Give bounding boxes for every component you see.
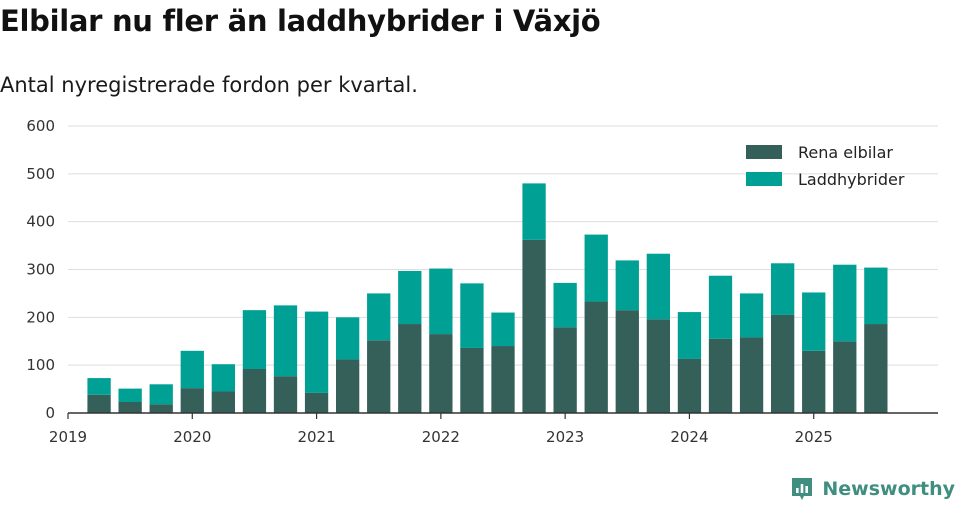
bar-rena-elbilar [615, 310, 639, 413]
bar-rena-elbilar [677, 358, 702, 413]
x-tick-label: 2021 [297, 428, 335, 446]
bar-rena-elbilar [273, 376, 298, 413]
legend-swatch [746, 145, 782, 159]
bar-laddhybrider [491, 312, 515, 347]
bar-rena-elbilar [646, 319, 671, 413]
bar-laddhybrider [429, 268, 453, 335]
bar-rena-elbilar [429, 334, 453, 413]
bar-rena-elbilar [211, 391, 236, 413]
bar-rena-elbilar [833, 341, 857, 413]
bar-laddhybrider [211, 364, 236, 392]
bar-laddhybrider [335, 317, 360, 360]
bar-rena-elbilar [335, 359, 360, 413]
bar-rena-elbilar [864, 324, 888, 413]
x-tick-label: 2023 [546, 428, 584, 446]
x-tick-label: 2025 [795, 428, 833, 446]
bar-laddhybrider [242, 310, 267, 369]
bar-laddhybrider [273, 305, 298, 377]
bar-laddhybrider [646, 253, 671, 320]
bar-laddhybrider [180, 350, 204, 389]
bar-laddhybrider [149, 384, 173, 405]
y-tick-label: 200 [26, 308, 55, 326]
y-tick-label: 400 [26, 213, 55, 231]
bar-rena-elbilar [87, 394, 111, 413]
x-tick-label: 2022 [422, 428, 460, 446]
bar-laddhybrider [553, 282, 577, 328]
y-axis-ticks: 0 100 200 300 400 500 600 [26, 117, 55, 422]
y-tick-label: 300 [26, 261, 55, 279]
bar-rena-elbilar [708, 338, 733, 413]
bar-laddhybrider [708, 275, 733, 339]
bar-rena-elbilar [522, 239, 546, 413]
bar-rena-elbilar [460, 347, 484, 413]
x-tick-label: 2019 [49, 428, 87, 446]
bar-laddhybrider [460, 283, 484, 348]
y-tick-label: 600 [26, 117, 55, 135]
y-tick-label: 0 [45, 404, 55, 422]
bars [87, 183, 888, 413]
bar-laddhybrider [522, 183, 546, 240]
chart-subtitle: Antal nyregistrerade fordon per kvartal. [0, 73, 418, 97]
brand-logo: Newsworthy [790, 476, 955, 502]
bar-laddhybrider [398, 270, 422, 325]
bar-laddhybrider [304, 311, 329, 393]
y-tick-label: 500 [26, 165, 55, 183]
bar-laddhybrider [802, 292, 826, 351]
bar-rena-elbilar [553, 327, 577, 413]
bar-rena-elbilar [770, 314, 795, 413]
bar-rena-elbilar [304, 392, 329, 413]
bar-laddhybrider [770, 263, 795, 315]
bar-laddhybrider [584, 234, 608, 302]
x-tick-label: 2024 [670, 428, 708, 446]
bar-laddhybrider [833, 264, 857, 342]
chart-title: Elbilar nu fler än laddhybrider i Växjö [0, 4, 601, 38]
legend-label: Rena elbilar [798, 143, 893, 162]
bar-laddhybrider [677, 312, 702, 359]
legend-swatch [746, 172, 782, 186]
bar-laddhybrider [367, 293, 391, 341]
bar-rena-elbilar [584, 301, 608, 413]
bar-laddhybrider [615, 260, 639, 311]
legend-label: Laddhybrider [798, 170, 905, 189]
bar-laddhybrider [864, 267, 888, 325]
x-axis-ticks: 2019 2020 2021 2022 2023 2024 2025 [49, 413, 833, 446]
bar-rena-elbilar [802, 350, 826, 413]
bar-rena-elbilar [398, 324, 422, 413]
bar-rena-elbilar [180, 388, 204, 413]
newsworthy-icon [792, 478, 813, 500]
bar-rena-elbilar [149, 404, 173, 413]
y-tick-label: 100 [26, 356, 55, 374]
legend: Rena elbilar Laddhybrider [746, 143, 905, 189]
bar-rena-elbilar [118, 401, 142, 413]
bar-rena-elbilar [491, 346, 515, 413]
brand-name: Newsworthy [822, 478, 955, 500]
x-tick-label: 2020 [173, 428, 211, 446]
bar-rena-elbilar [739, 337, 764, 413]
bar-laddhybrider [87, 378, 111, 395]
bar-rena-elbilar [242, 368, 267, 413]
bar-laddhybrider [118, 388, 142, 402]
bar-rena-elbilar [367, 340, 391, 413]
bar-laddhybrider [739, 293, 764, 338]
